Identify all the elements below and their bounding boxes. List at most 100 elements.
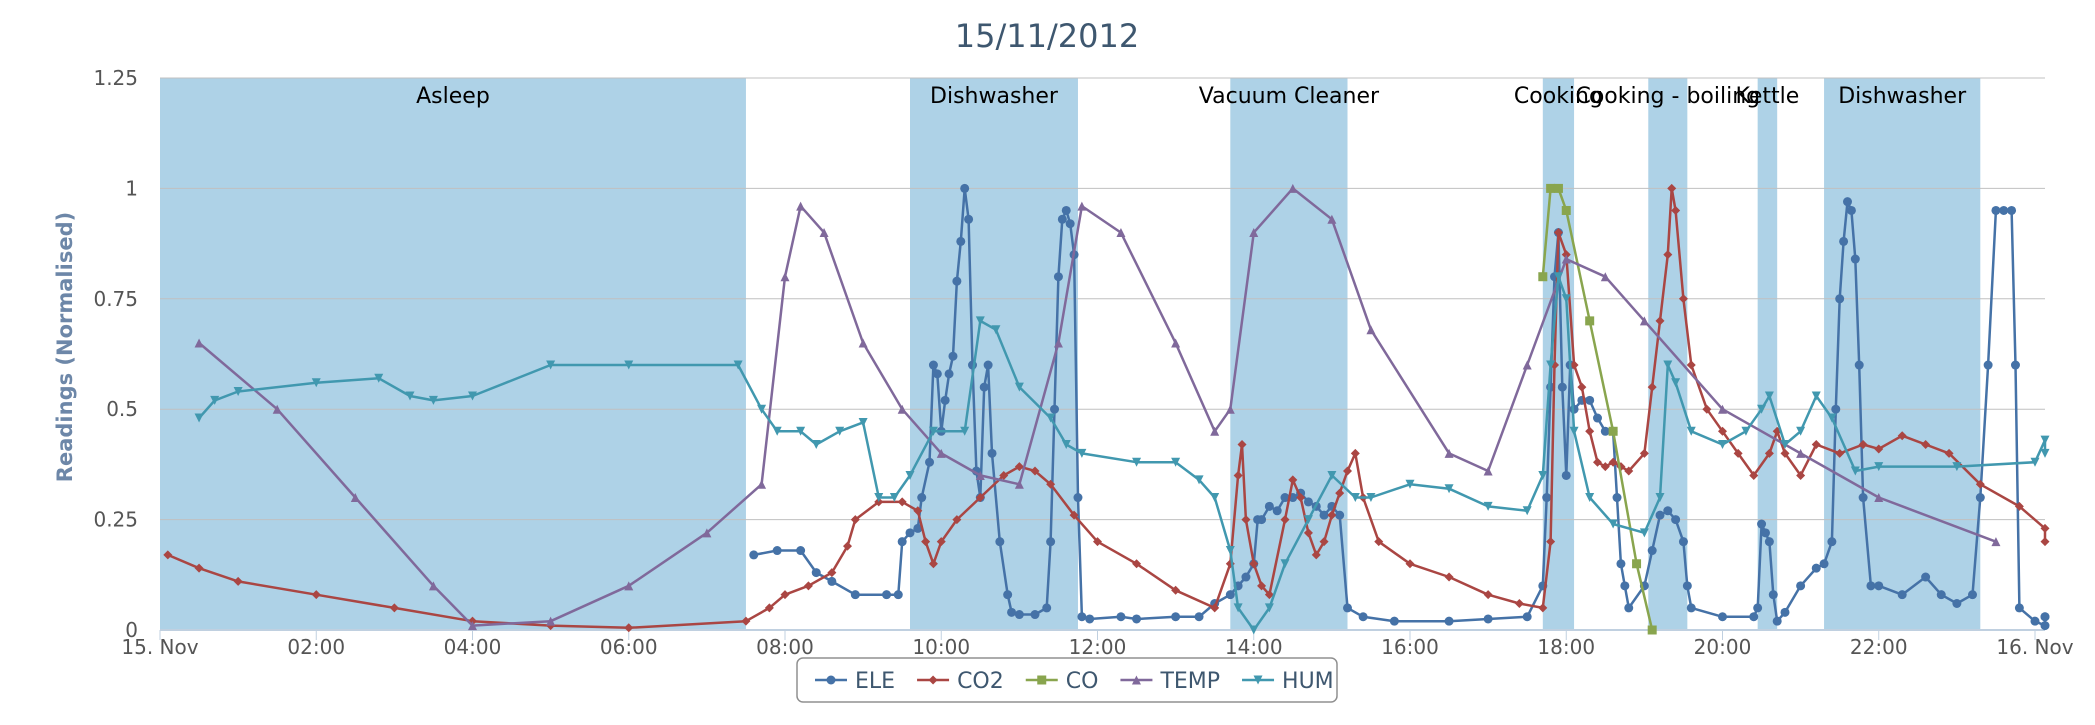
y-tick-label: 0.25 <box>93 508 138 532</box>
data-point-ele <box>1850 254 1860 264</box>
data-point-co <box>1561 205 1571 215</box>
y-tick-label: 0.75 <box>93 287 138 311</box>
legend-item-ele[interactable]: ELE <box>815 669 895 694</box>
data-point-ele <box>1483 614 1493 624</box>
data-point-temp <box>1991 537 2001 547</box>
data-point-co2 <box>1319 537 1329 547</box>
data-point-ele <box>2030 616 2040 626</box>
data-point-temp <box>1327 214 1337 224</box>
data-point-temp <box>1014 479 1024 489</box>
data-point-hum <box>1663 360 1673 370</box>
data-point-temp <box>272 404 282 414</box>
data-point-hum <box>1077 448 1087 458</box>
data-point-ele <box>1007 607 1017 617</box>
data-point-ele <box>2010 360 2020 370</box>
data-point-ele <box>1620 581 1630 591</box>
data-point-ele <box>1444 616 1454 626</box>
data-point-co2 <box>1374 537 1384 547</box>
data-point-temp <box>1288 183 1298 193</box>
data-point-ele <box>995 537 1005 547</box>
band-kettle <box>1757 78 1778 630</box>
data-point-ele <box>772 546 782 556</box>
data-point-co2 <box>1921 440 1931 450</box>
data-point-hum <box>796 426 806 436</box>
data-point-co <box>1585 316 1595 326</box>
data-point-ele <box>1843 197 1852 207</box>
data-point-hum <box>1483 501 1493 511</box>
data-point-hum <box>2040 448 2050 458</box>
data-point-ele <box>1749 612 1759 622</box>
data-point-co2 <box>1350 448 1360 458</box>
data-point-hum <box>1561 294 1571 304</box>
data-point-hum <box>374 373 384 383</box>
data-point-co2 <box>2040 523 2050 533</box>
y-tick-label: 0 <box>125 618 138 642</box>
data-point-hum <box>1061 440 1071 450</box>
data-point-co2 <box>1749 470 1759 480</box>
data-point-co2 <box>850 515 860 525</box>
data-point-co2 <box>780 590 790 600</box>
data-point-ele <box>1014 610 1024 620</box>
data-point-hum <box>1303 515 1313 525</box>
legend-item-hum[interactable]: HUM <box>1242 669 1334 694</box>
data-point-co2 <box>827 568 837 578</box>
annotation-bands <box>160 78 1981 630</box>
data-point-ele <box>952 276 962 286</box>
data-point-hum <box>1366 493 1376 503</box>
data-point-temp <box>1053 338 1063 348</box>
data-point-ele <box>1003 590 1013 600</box>
data-point-co2 <box>1897 431 1907 441</box>
data-point-ele <box>827 576 837 586</box>
data-point-co2 <box>233 576 243 586</box>
data-point-ele <box>987 448 997 458</box>
data-point-co2 <box>803 581 813 591</box>
data-point-ele <box>1046 537 1056 547</box>
data-point-temp <box>1210 426 1220 436</box>
data-point-ele <box>1030 610 1040 620</box>
data-point-ele <box>1280 493 1290 503</box>
data-point-ele <box>796 546 806 556</box>
data-point-hum <box>1718 440 1727 450</box>
data-point-co2 <box>1858 440 1868 450</box>
data-point-ele <box>1839 236 1849 246</box>
data-point-co2 <box>1280 515 1290 525</box>
data-point-ele <box>983 360 993 370</box>
data-point-hum <box>1585 493 1595 503</box>
data-point-hum <box>1327 470 1337 480</box>
data-point-ele <box>1921 572 1931 582</box>
data-point-ele <box>940 395 950 405</box>
data-point-co2 <box>1343 466 1352 476</box>
data-point-hum <box>1210 493 1220 503</box>
band-label: Cooking <box>1514 84 1603 109</box>
data-point-hum <box>1757 404 1767 414</box>
data-point-co2 <box>1233 470 1243 480</box>
x-tick-label: 18:00 <box>1537 635 1595 659</box>
legend-item-temp[interactable]: TEMP <box>1120 669 1220 694</box>
data-point-co2 <box>999 470 1009 480</box>
data-point-co2 <box>163 550 173 560</box>
data-point-ele <box>882 590 892 600</box>
data-point-ele <box>1061 205 1071 215</box>
data-point-ele <box>1682 581 1692 591</box>
data-point-co2 <box>1764 448 1774 458</box>
data-point-ele <box>850 590 860 600</box>
data-point-ele <box>897 537 907 547</box>
data-point-ele <box>893 590 903 600</box>
legend-item-co[interactable]: CO <box>1025 669 1099 694</box>
data-point-ele <box>1600 426 1610 436</box>
data-point-temp <box>757 479 767 489</box>
data-point-hum <box>1608 519 1618 529</box>
data-point-co2 <box>1093 537 1102 547</box>
data-point-temp <box>1796 448 1806 458</box>
data-point-hum <box>889 493 899 503</box>
data-point-ele <box>1897 590 1907 600</box>
data-point-temp <box>1561 254 1571 264</box>
band-dishwasher <box>1824 78 1981 630</box>
data-point-hum <box>874 493 884 503</box>
data-point-ele <box>1225 590 1235 600</box>
data-point-hum <box>1671 378 1681 388</box>
series-hum <box>194 272 2050 635</box>
data-point-temp <box>1249 228 1259 238</box>
legend-item-co2[interactable]: CO2 <box>917 669 1004 694</box>
